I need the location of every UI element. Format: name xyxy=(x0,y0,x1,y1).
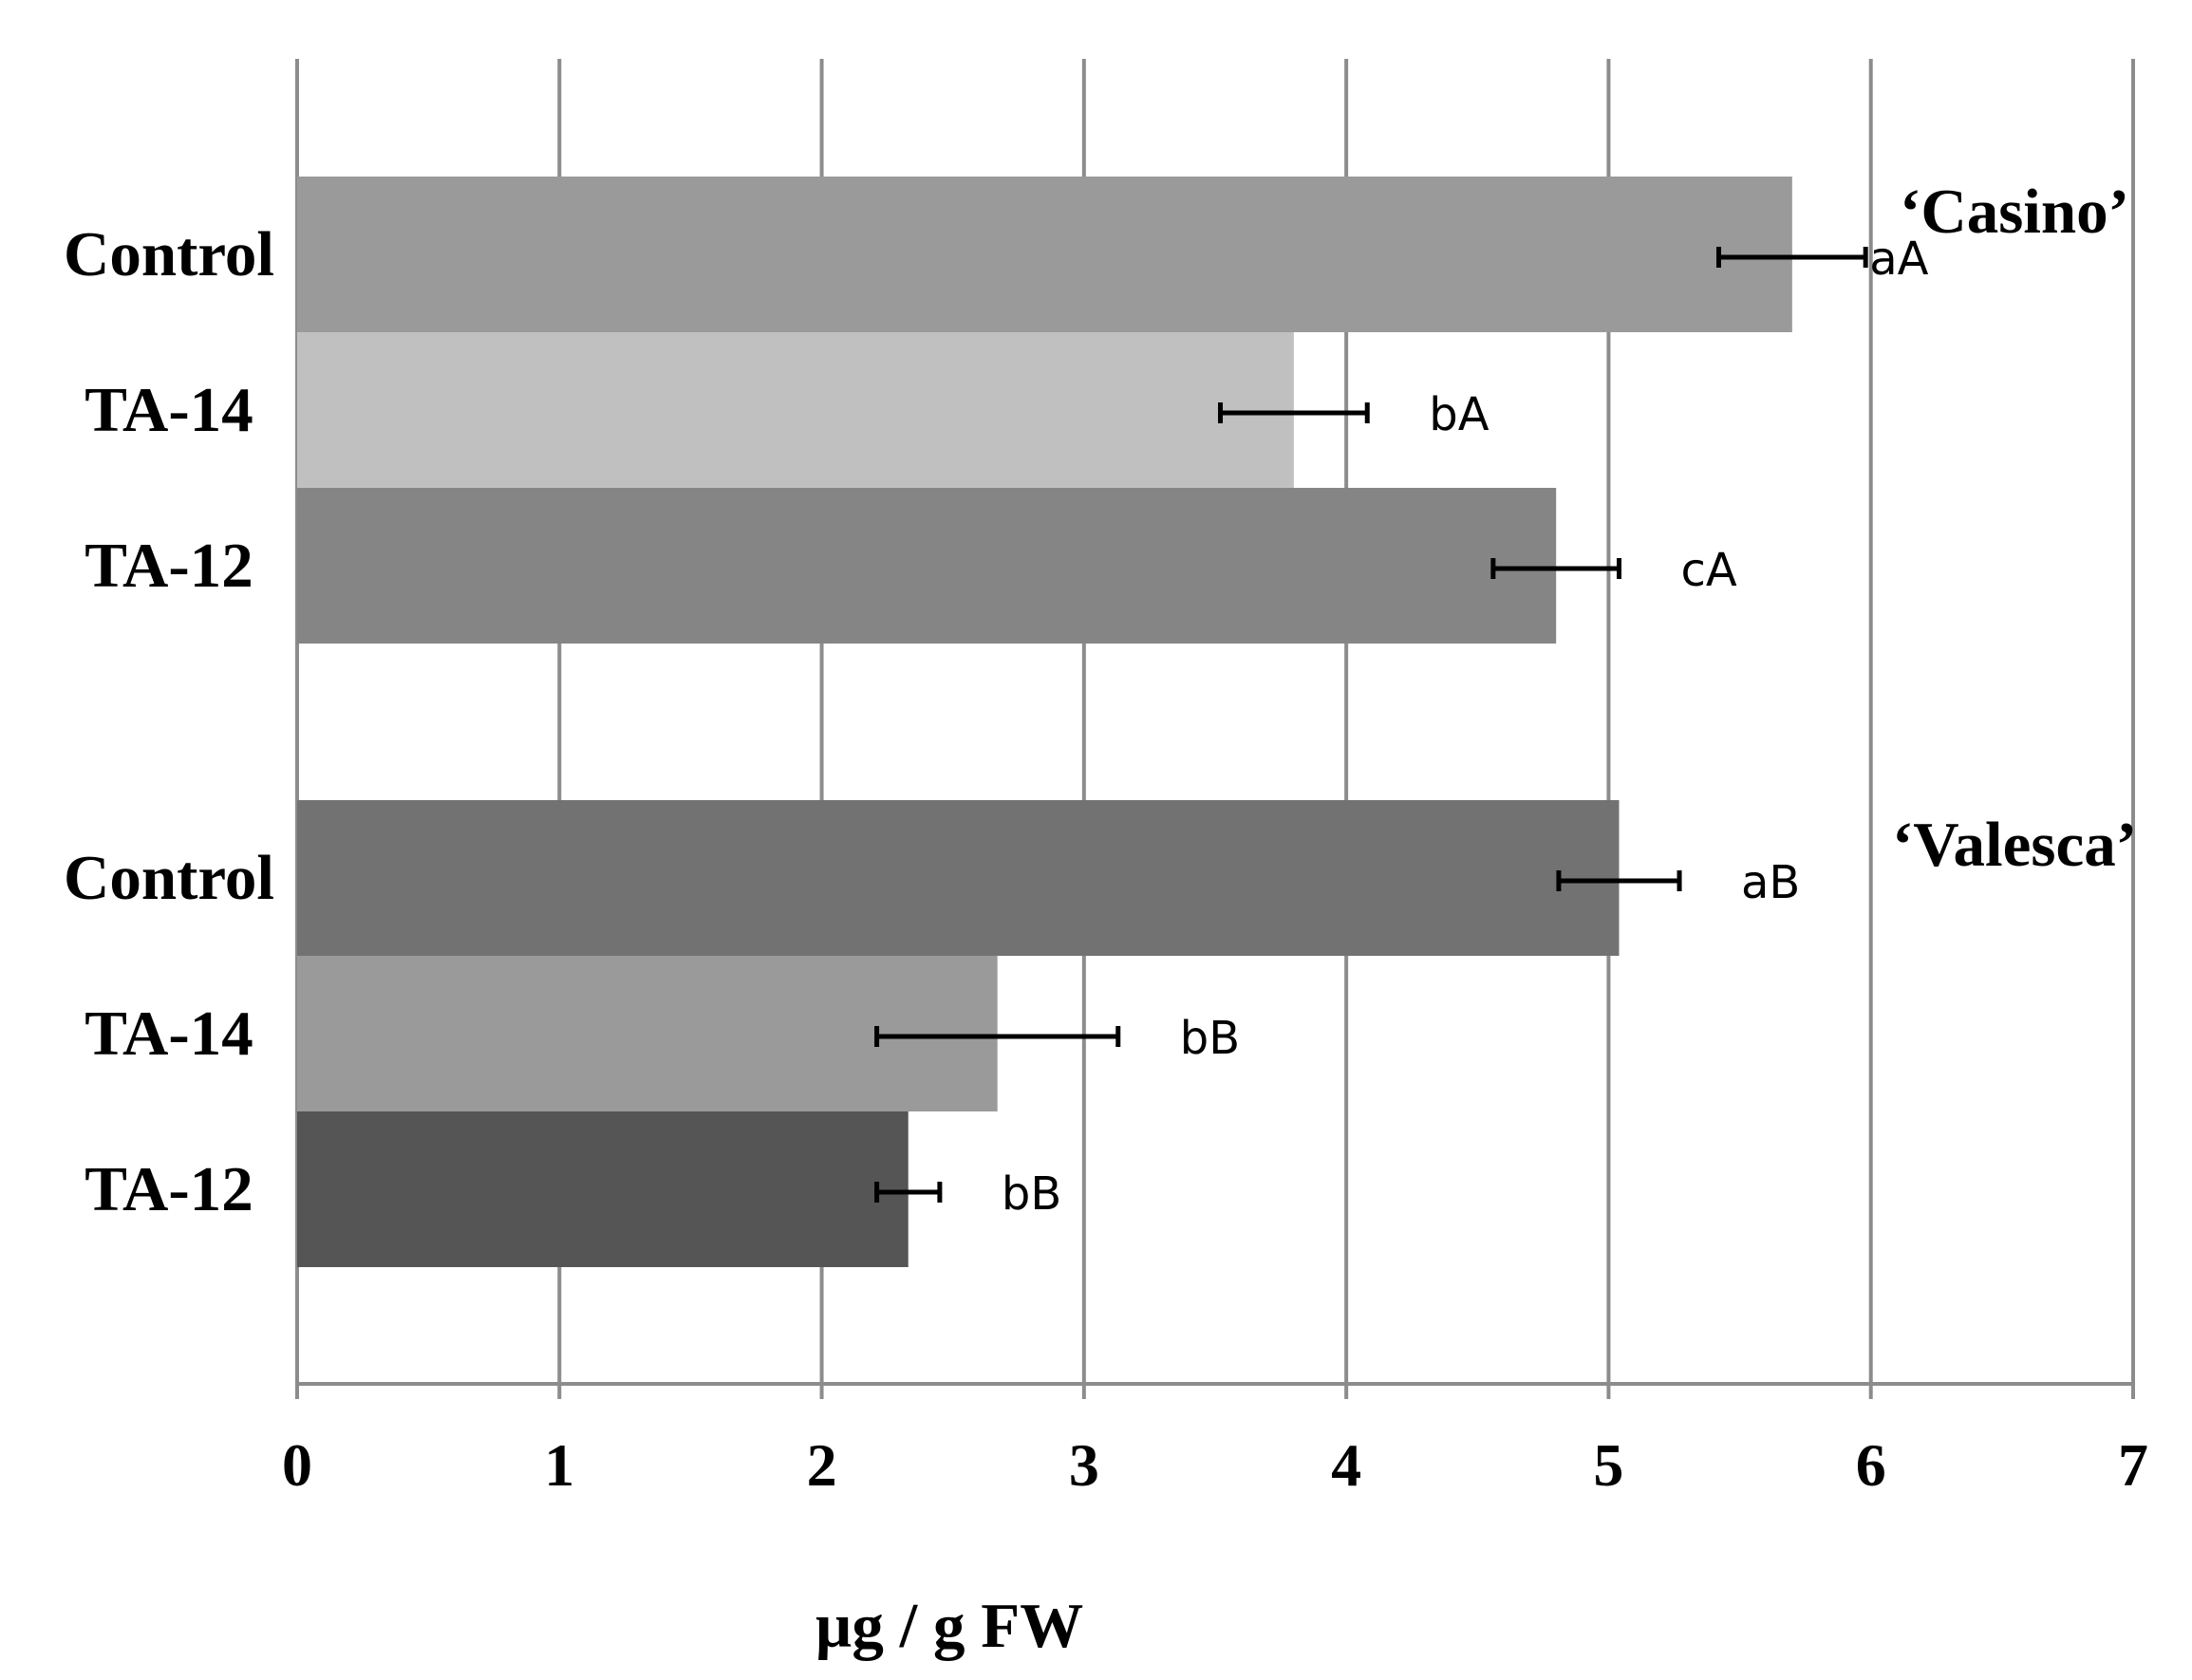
tick-label-4: 4 xyxy=(1331,1431,1361,1499)
bar-0-2 xyxy=(297,488,1557,644)
category-label-0-2: TA-12 xyxy=(84,531,253,601)
bar-1-1 xyxy=(297,956,998,1111)
tick-label-1: 1 xyxy=(544,1431,574,1499)
x-axis-title: µg / g FW xyxy=(815,1591,1083,1661)
tick-label-0: 0 xyxy=(282,1431,312,1499)
category-label-1-0: Control xyxy=(64,843,274,913)
tick-label-6: 6 xyxy=(1856,1431,1886,1499)
significance-label-0-1: bA xyxy=(1429,388,1489,441)
tick-label-5: 5 xyxy=(1593,1431,1623,1499)
category-label-0-0: Control xyxy=(64,219,274,289)
bar-1-0 xyxy=(297,800,1620,956)
bar-0-1 xyxy=(297,332,1294,488)
tick-label-7: 7 xyxy=(2118,1431,2148,1499)
group-label-0: ‘Casino’ xyxy=(1900,177,2129,247)
group-label-1: ‘Valesca’ xyxy=(1892,810,2137,880)
x-axis: 0 1 2 3 4 5 6 7 xyxy=(282,1382,2148,1499)
bars xyxy=(297,177,1868,1267)
significance-label-1-1: bB xyxy=(1180,1012,1240,1065)
significance-label-1-0: aB xyxy=(1741,856,1800,909)
tick-label-2: 2 xyxy=(807,1431,837,1499)
category-labels: ‘Casino’ Control aA TA-14 bA TA-12 cA ‘Valesca’… xyxy=(64,177,2137,1224)
tick-label-3: 3 xyxy=(1069,1431,1099,1499)
significance-label-0-2: cA xyxy=(1680,544,1736,597)
bar-0-0 xyxy=(297,177,1792,332)
category-label-1-2: TA-12 xyxy=(84,1154,253,1224)
category-label-0-1: TA-14 xyxy=(84,375,253,445)
significance-label-1-2: bB xyxy=(1002,1167,1061,1221)
bar-1-2 xyxy=(297,1111,909,1267)
category-label-1-1: TA-14 xyxy=(84,999,253,1069)
significance-label-0-0: aA xyxy=(1869,233,1928,286)
